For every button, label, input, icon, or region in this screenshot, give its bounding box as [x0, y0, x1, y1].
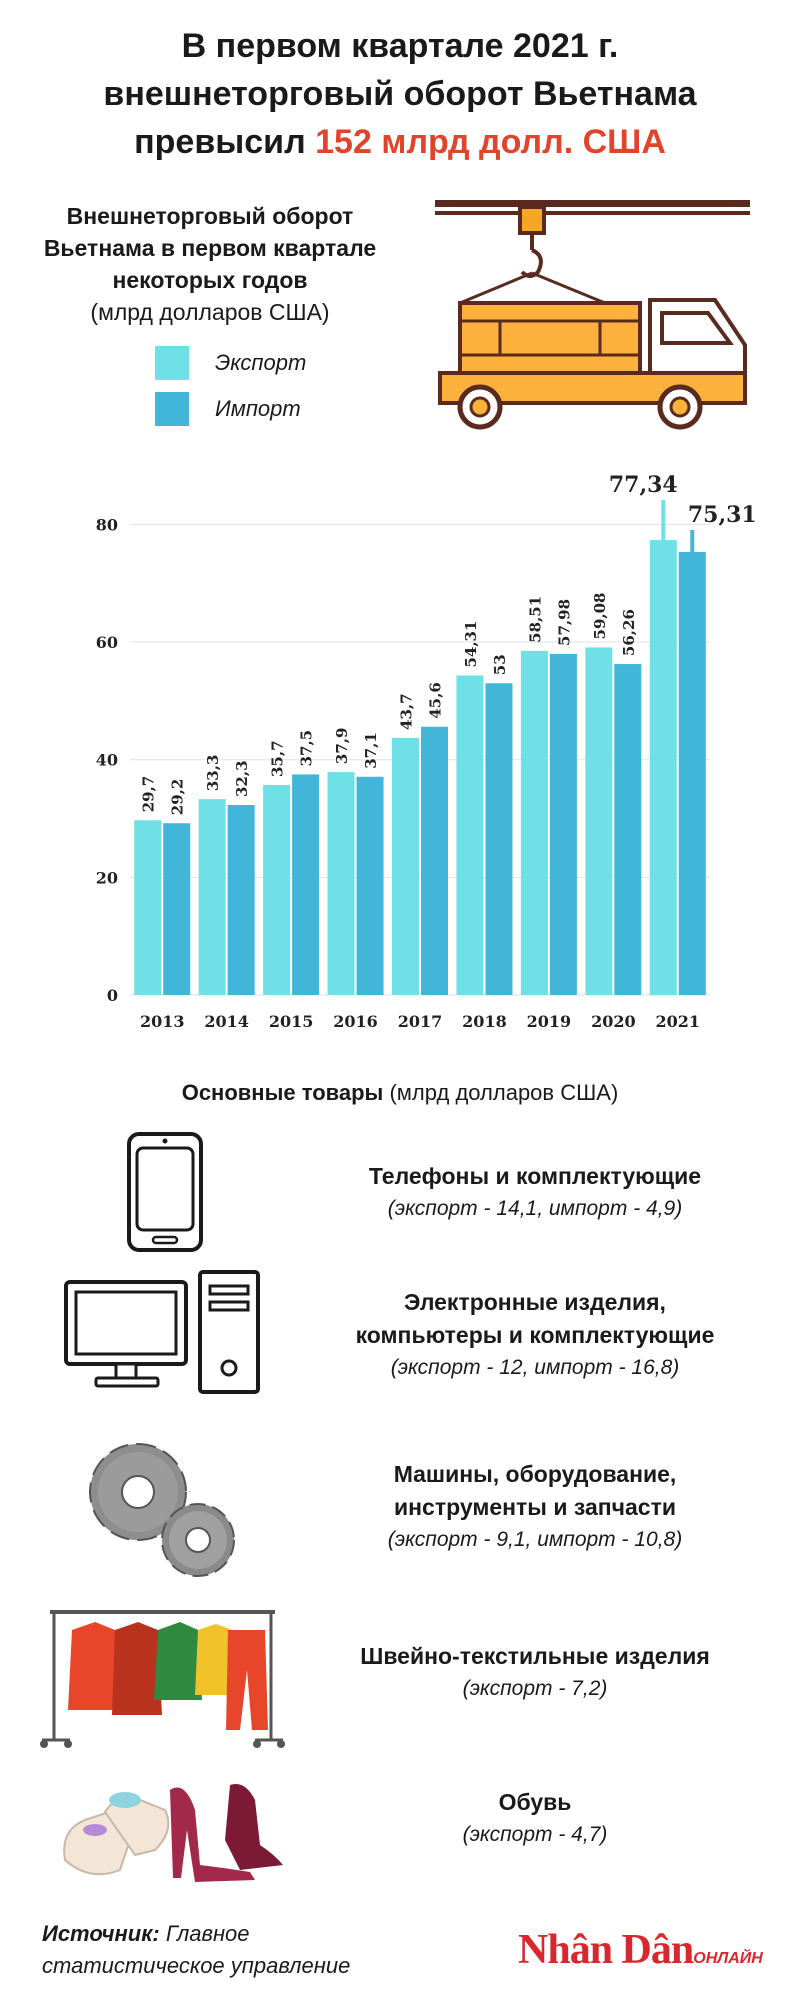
- goods-item: Телефоны и комплектующие (экспорт - 14,1,…: [320, 1160, 750, 1225]
- legend-import: Импорт: [155, 392, 306, 426]
- source-label: Источник:: [42, 1921, 160, 1946]
- bar-import: [678, 552, 706, 995]
- x-tick-label: 2020: [591, 1012, 636, 1031]
- data-label: 43,7: [398, 693, 416, 730]
- title-line-2: внешнеторговый оборот Вьетнама: [103, 75, 697, 113]
- y-tick-label: 0: [107, 986, 118, 1005]
- title-prefix: превысил: [134, 123, 306, 161]
- title-line-1: В первом квартале 2021 г.: [181, 27, 619, 65]
- data-label: 58,51: [526, 596, 544, 643]
- data-label: 59,08: [591, 592, 609, 639]
- bar-export: [263, 785, 291, 995]
- data-label: 29,7: [140, 776, 158, 813]
- clothes-rack-icon: [40, 1610, 285, 1748]
- goods-item-values: (экспорт - 7,2): [462, 1677, 608, 1700]
- data-label: 56,26: [620, 609, 638, 656]
- x-tick-label: 2014: [204, 1012, 249, 1031]
- x-tick-label: 2018: [462, 1012, 507, 1031]
- goods-item-values: (экспорт - 9,1, импорт - 10,8): [387, 1528, 683, 1551]
- bar-chart: 0 20 40 60 80 29,7 29,2 2013 33,3 32,3 2014 35,7 37,…: [96, 472, 757, 1031]
- bar-import: [421, 726, 448, 995]
- bar-export: [520, 650, 548, 995]
- goods-item: Швейно-текстильные изделия (экспорт - 7,2…: [320, 1640, 750, 1705]
- bar-export: [392, 737, 419, 995]
- source: Источник: Главное статистическое управле…: [42, 1918, 422, 1982]
- data-label: 32,3: [233, 760, 251, 797]
- title-line-3: превысил 152 млрд долл. США: [20, 118, 780, 166]
- smartphone-icon: [127, 1132, 203, 1252]
- goods-item: Машины, оборудование, инструменты и запча…: [320, 1458, 750, 1556]
- chart-title-text: Внешнеторговый оборот Вьетнама в первом …: [43, 203, 377, 293]
- bar-import: [227, 805, 255, 995]
- shoes-icon: [63, 1784, 283, 1882]
- legend-label-import: Импорт: [215, 396, 301, 421]
- x-tick-label: 2017: [398, 1012, 443, 1031]
- bar-export: [649, 540, 677, 995]
- data-label: 45,6: [427, 682, 445, 719]
- bar-export: [327, 772, 355, 995]
- chart-legend: Экспорт Импорт: [155, 346, 306, 426]
- title-highlight: 152 млрд долл. США: [315, 123, 666, 161]
- goods-item-name: Телефоны и комплектующие: [368, 1163, 702, 1189]
- logo-text: Nhân Dân: [518, 1927, 694, 1973]
- goods-item-name: Электронные изделия,: [404, 1289, 666, 1315]
- goods-item-name: Обувь: [498, 1789, 572, 1815]
- data-label: 75,31: [688, 502, 757, 528]
- bar-export: [456, 675, 484, 995]
- goods-title-text: Основные товары: [181, 1080, 384, 1105]
- data-label: 54,31: [462, 621, 480, 668]
- data-label: 37,5: [298, 730, 316, 767]
- y-tick-label: 40: [96, 751, 118, 770]
- data-label: 37,9: [333, 728, 351, 765]
- data-label: 57,98: [555, 599, 573, 646]
- goods-unit: (млрд долларов США): [389, 1080, 619, 1105]
- goods-item-values: (экспорт - 12, импорт - 16,8): [390, 1356, 680, 1379]
- gears-icon: [89, 1443, 235, 1577]
- legend-export: Экспорт: [155, 346, 306, 380]
- x-tick-label: 2021: [656, 1012, 701, 1031]
- goods-item-name: Машины, оборудование,: [393, 1461, 677, 1487]
- page-title: В первом квартале 2021 г. внешнеторговый…: [20, 22, 780, 166]
- computer-icon: [64, 1270, 260, 1394]
- y-tick-label: 80: [96, 515, 118, 534]
- nhandan-logo: Nhân DânОНЛАЙН: [518, 1926, 763, 1974]
- legend-swatch-export: [155, 346, 189, 380]
- chart-title: Внешнеторговый оборот Вьетнама в первом …: [20, 200, 400, 328]
- data-label: 77,34: [609, 472, 678, 498]
- goods-title: Основные товары (млрд долларов США): [20, 1080, 780, 1106]
- x-tick-label: 2016: [333, 1012, 378, 1031]
- goods-item: Электронные изделия, компьютеры и комплек…: [320, 1286, 750, 1384]
- x-tick-label: 2019: [527, 1012, 572, 1031]
- bar-export: [198, 799, 226, 995]
- logo-sub: ОНЛАЙН: [693, 1950, 763, 1967]
- data-label: 29,2: [169, 779, 187, 816]
- bar-import: [163, 823, 191, 995]
- y-tick-label: 20: [96, 868, 118, 887]
- chart-unit: (млрд долларов США): [90, 299, 330, 325]
- data-label: 33,3: [204, 755, 222, 792]
- goods-item-name: компьютеры и комплектующие: [355, 1322, 715, 1348]
- bar-export: [585, 647, 613, 995]
- x-tick-label: 2013: [140, 1012, 185, 1031]
- bar-import: [485, 683, 513, 995]
- data-label: 53: [491, 654, 509, 675]
- bar-import: [614, 664, 642, 995]
- bar-import: [292, 774, 320, 995]
- data-label: 37,1: [362, 732, 380, 769]
- truck-icon: [435, 200, 750, 430]
- y-tick-label: 60: [96, 633, 118, 652]
- goods-item-values: (экспорт - 14,1, импорт - 4,9): [387, 1197, 683, 1220]
- legend-swatch-import: [155, 392, 189, 426]
- x-tick-label: 2015: [269, 1012, 314, 1031]
- goods-item-name: инструменты и запчасти: [394, 1494, 676, 1520]
- goods-item-name: Швейно-текстильные изделия: [360, 1643, 710, 1669]
- bar-import: [356, 776, 384, 995]
- source-text: Главное статистическое управление: [42, 1921, 351, 1978]
- goods-item-values: (экспорт - 4,7): [462, 1823, 608, 1846]
- data-label: 35,7: [269, 740, 287, 777]
- bar-import: [549, 653, 577, 995]
- bar-export: [134, 820, 162, 995]
- legend-label-export: Экспорт: [215, 350, 307, 375]
- goods-item: Обувь (экспорт - 4,7): [320, 1786, 750, 1851]
